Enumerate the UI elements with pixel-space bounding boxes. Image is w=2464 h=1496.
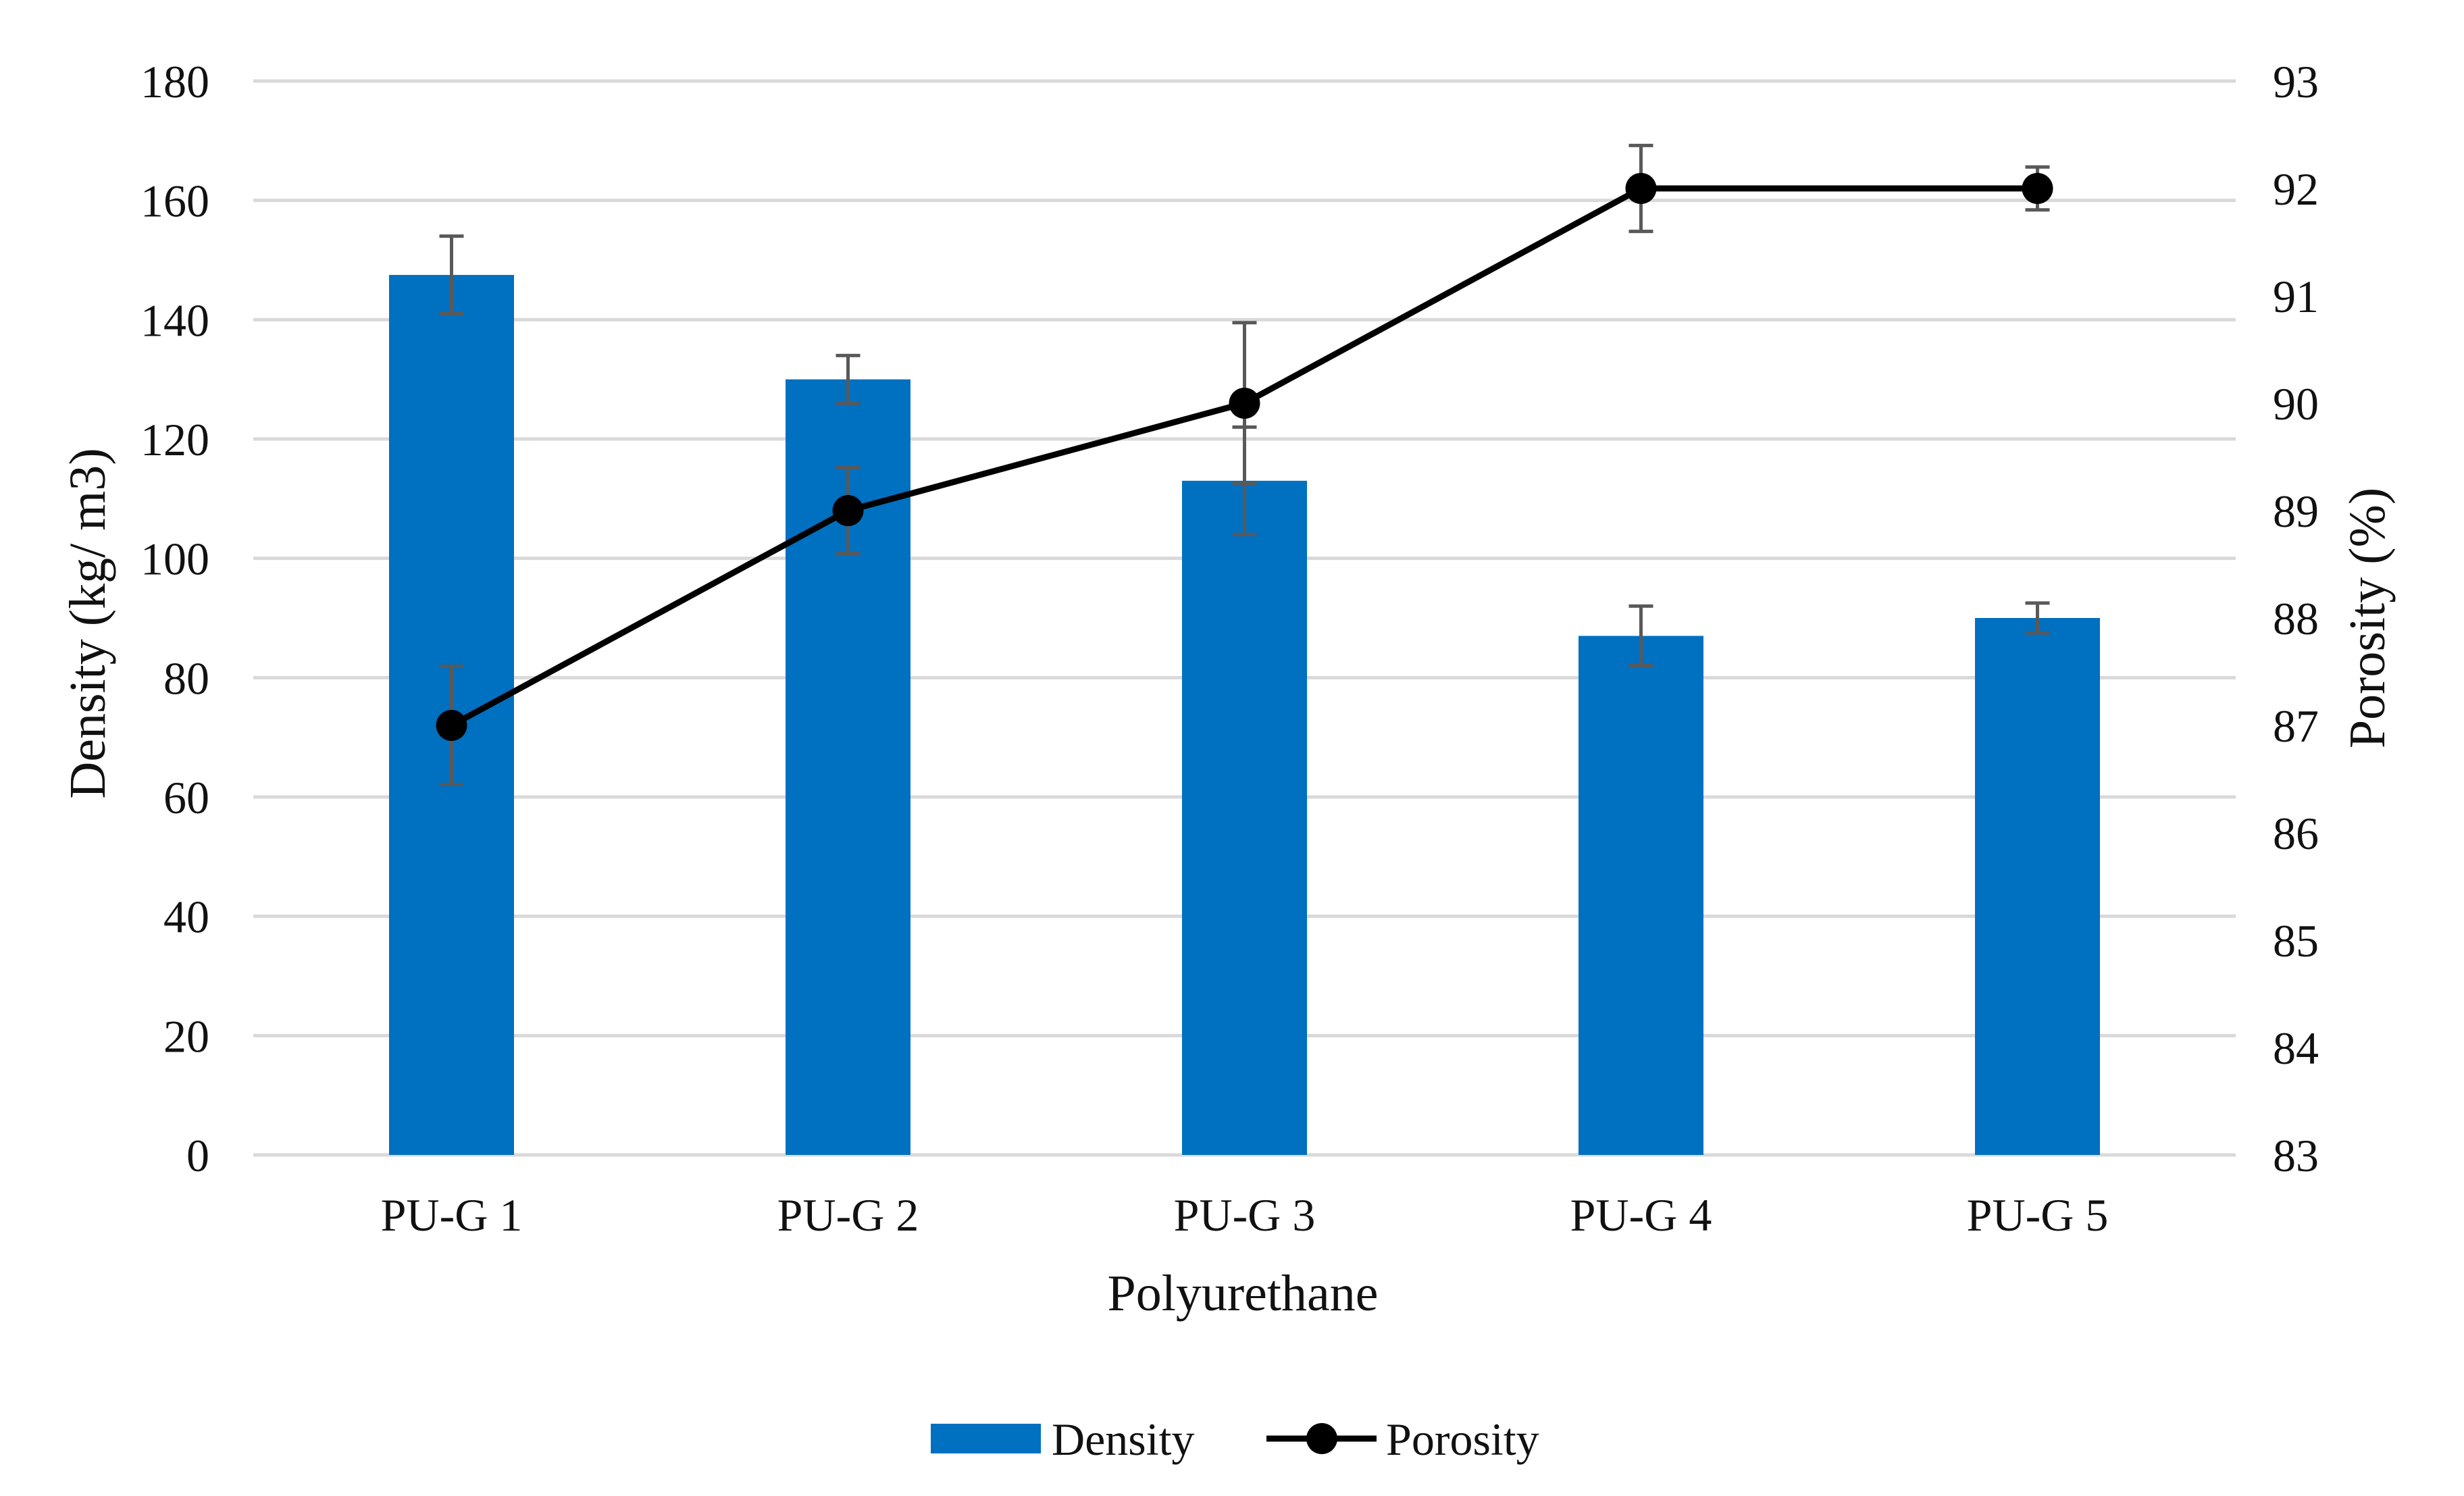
- porosity-point: [1229, 388, 1260, 419]
- legend-density-swatch: [931, 1424, 1041, 1453]
- legend-density-label: Density: [1052, 1414, 1195, 1465]
- porosity-line: [436, 173, 2053, 741]
- porosity-point: [2022, 173, 2053, 204]
- porosity-point: [832, 495, 864, 526]
- right-tick-label: 88: [2273, 593, 2319, 644]
- x-tick-label: PU-G 3: [1174, 1189, 1316, 1241]
- x-axis-title: Polyurethane: [1107, 1265, 1378, 1322]
- right-tick-label: 87: [2273, 700, 2319, 752]
- density-bar: [1578, 636, 1703, 1155]
- porosity-point: [1625, 173, 1657, 204]
- right-tick-label: 89: [2273, 486, 2319, 537]
- right-tick-label: 90: [2273, 378, 2319, 430]
- x-tick-label: PU-G 2: [777, 1189, 919, 1241]
- right-tick-label: 83: [2273, 1130, 2319, 1181]
- left-tick-label: 180: [140, 56, 209, 107]
- left-tick-label: 80: [163, 652, 209, 704]
- x-tick-label: PU-G 5: [1967, 1189, 2109, 1241]
- left-tick-label: 160: [140, 176, 209, 227]
- legend-porosity-marker: [1306, 1423, 1337, 1454]
- left-tick-label: 20: [163, 1010, 209, 1062]
- right-axis-ticks: 83 84 85 86 87 88 89 90 91 92 93: [2273, 56, 2319, 1181]
- left-axis-ticks: 0 20 40 60 80 100 120 140 160 180: [140, 56, 209, 1181]
- right-tick-label: 91: [2273, 271, 2319, 322]
- legend: Density Porosity: [931, 1414, 1539, 1465]
- density-bar: [1182, 480, 1307, 1155]
- left-axis-title: Density (kg/ m3): [59, 448, 116, 798]
- right-tick-label: 93: [2273, 56, 2319, 107]
- density-bars: [389, 275, 2100, 1155]
- left-tick-label: 0: [186, 1130, 209, 1181]
- right-axis-title: Porosity (%): [2339, 488, 2396, 748]
- density-bar: [1975, 618, 2100, 1155]
- x-tick-label: PU-G 1: [381, 1189, 523, 1241]
- porosity-point: [436, 710, 467, 741]
- right-tick-label: 86: [2273, 808, 2319, 859]
- left-tick-label: 100: [140, 534, 209, 585]
- x-tick-label: PU-G 4: [1570, 1189, 1712, 1241]
- left-tick-label: 60: [163, 772, 209, 823]
- legend-porosity-label: Porosity: [1386, 1414, 1539, 1465]
- left-tick-label: 120: [140, 414, 209, 465]
- left-tick-label: 40: [163, 892, 209, 943]
- x-axis-ticks: PU-G 1 PU-G 2 PU-G 3 PU-G 4 PU-G 5: [381, 1189, 2109, 1241]
- right-tick-label: 92: [2273, 163, 2319, 215]
- right-tick-label: 84: [2273, 1023, 2319, 1074]
- right-tick-label: 85: [2273, 915, 2319, 966]
- left-tick-label: 140: [140, 294, 209, 346]
